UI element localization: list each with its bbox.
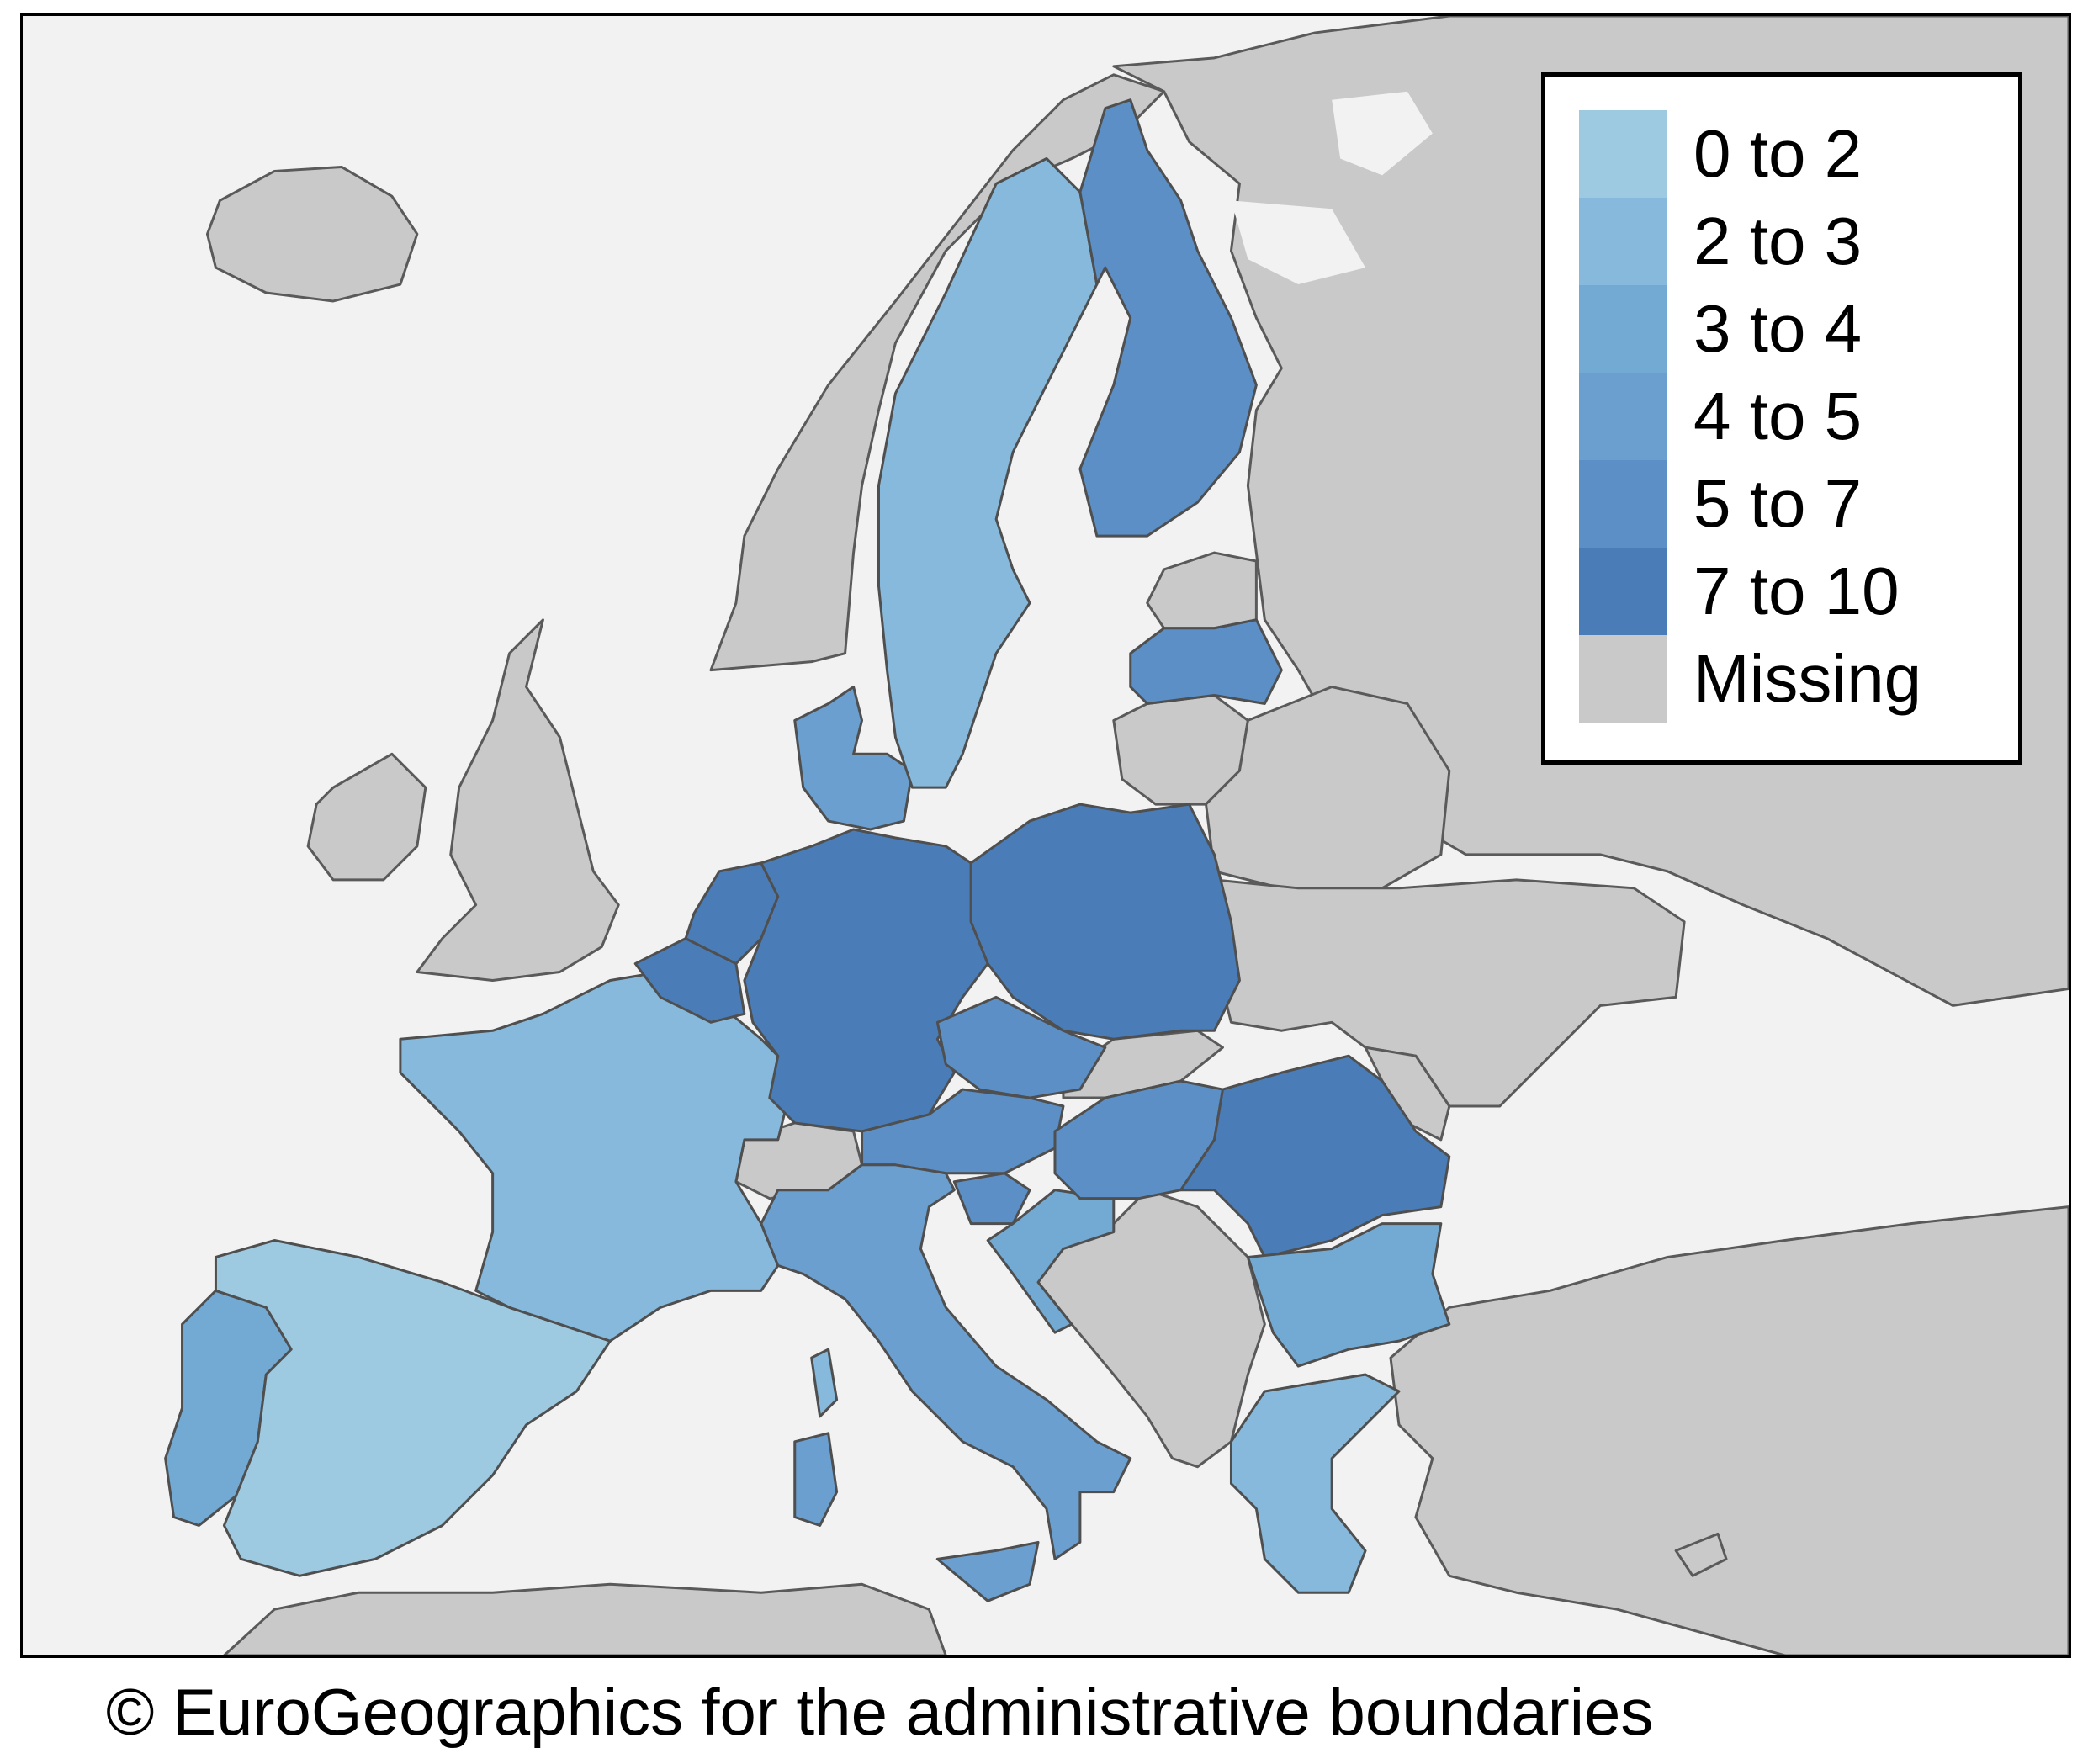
legend-swatch (1579, 110, 1667, 198)
legend-item: 3 to 4 (1579, 285, 1862, 373)
ireland (306, 752, 427, 882)
legend-label: 0 to 2 (1693, 116, 1863, 191)
iceland (205, 165, 419, 303)
country-slovenia[interactable] (952, 1172, 1031, 1226)
country-germany[interactable] (743, 828, 989, 1133)
country-romania[interactable] (1179, 1054, 1451, 1258)
legend-swatch (1579, 373, 1667, 460)
ukraine (1213, 878, 1686, 1108)
legend-label: 7 to 10 (1693, 554, 1900, 628)
country-spain[interactable] (214, 1239, 612, 1577)
legend-swatch (1579, 460, 1667, 548)
legend-label: Missing (1693, 641, 1922, 716)
country-bulgaria[interactable] (1246, 1222, 1451, 1368)
legend-item: 4 to 5 (1579, 373, 1862, 460)
country-italy-sardinia[interactable] (793, 1432, 839, 1527)
legend-item: 5 to 7 (1579, 460, 1862, 548)
country-sweden[interactable] (877, 156, 1099, 789)
estonia (1146, 551, 1258, 630)
legend: 0 to 2 2 to 3 3 to 4 4 to 5 5 to 7 7 to … (1541, 72, 2022, 765)
legend-item: 2 to 3 (1579, 198, 1862, 285)
country-poland[interactable] (969, 803, 1241, 1041)
member-states (164, 98, 1451, 1602)
legend-swatch (1579, 548, 1667, 635)
legend-item: 0 to 2 (1579, 110, 1862, 198)
country-italy-sicily[interactable] (935, 1540, 1040, 1602)
country-france-corsica[interactable] (810, 1348, 839, 1418)
legend-label: 5 to 7 (1693, 466, 1863, 541)
copyright-caption: © EuroGeographics for the administrative… (106, 1675, 1654, 1749)
great-britain (416, 618, 620, 982)
legend-item: Missing (1579, 635, 1921, 723)
country-france[interactable] (399, 971, 797, 1343)
turkey (1389, 1205, 2069, 1655)
legend-swatch (1579, 635, 1667, 723)
legend-item: 7 to 10 (1579, 548, 1900, 635)
country-latvia[interactable] (1129, 618, 1283, 705)
legend-label: 3 to 4 (1693, 291, 1863, 366)
country-denmark[interactable] (793, 686, 914, 831)
north-africa (222, 1582, 947, 1655)
country-italy[interactable] (760, 1163, 1132, 1560)
cyprus (1674, 1532, 1728, 1577)
legend-label: 2 to 3 (1693, 204, 1863, 278)
legend-swatch (1579, 198, 1667, 285)
norway (709, 73, 1166, 672)
country-finland[interactable] (1078, 98, 1258, 538)
legend-label: 4 to 5 (1693, 379, 1863, 453)
legend-swatch (1579, 285, 1667, 373)
country-czechia[interactable] (935, 995, 1107, 1099)
country-greece[interactable] (1229, 1373, 1401, 1594)
